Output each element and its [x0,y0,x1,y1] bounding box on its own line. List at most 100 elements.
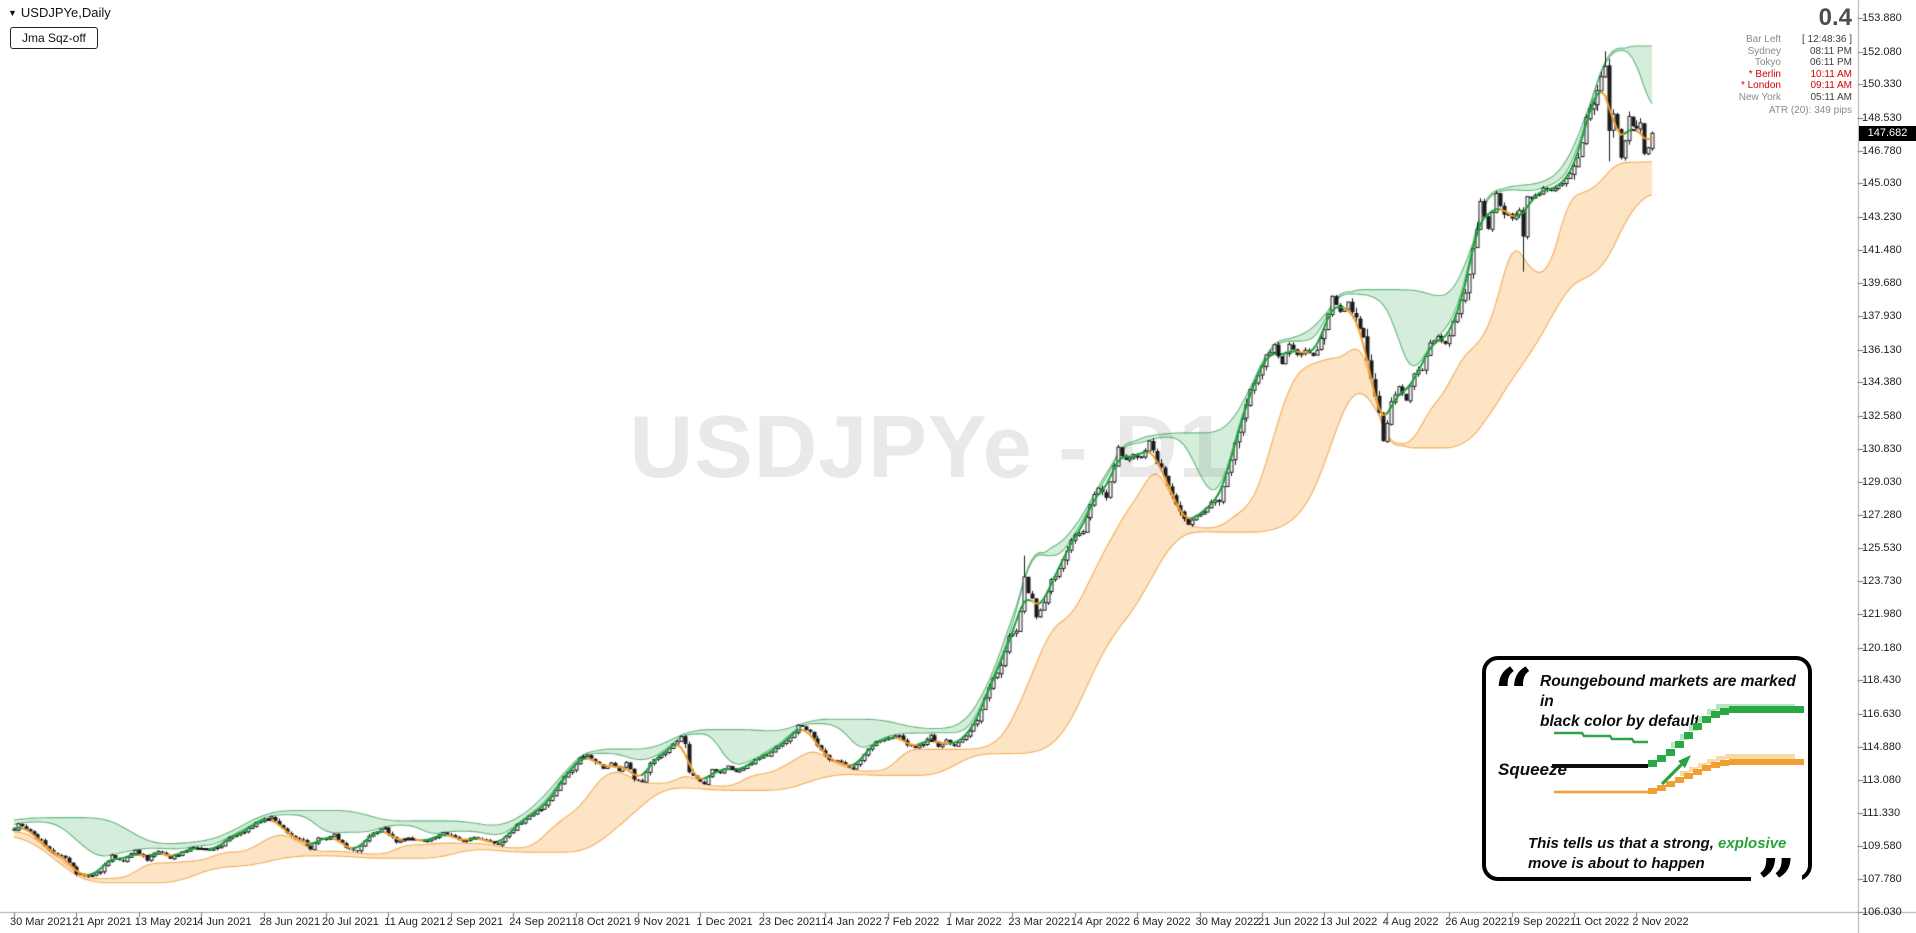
squeeze-label: Squeeze [1498,760,1567,779]
time-axis-label: 21 Jun 2022 [1258,916,1319,928]
time-axis-label: 1 Dec 2021 [696,916,753,928]
symbol-text: USDJPYe,Daily [20,5,111,20]
clock-label: * London [1740,80,1781,91]
upper-band-line [1554,731,1648,744]
info-row: Bar Left [ 12:48:36 ] [1739,34,1852,46]
time-axis-label: 30 Mar 2021 [10,916,72,928]
clock-value: 08:11 PM [1809,45,1852,57]
clock-label: New York [1738,91,1781,103]
price-axis-label: 148.530 [1862,111,1902,124]
price-axis-label: 106.030 [1862,905,1902,918]
time-axis-label: 14 Jan 2022 [821,916,882,928]
clock-value: 10:11 AM [1810,68,1852,80]
clock-label: Tokyo [1754,57,1781,68]
clock-label: * Berlin [1748,68,1781,80]
time-axis-label: 14 Apr 2022 [1070,916,1131,928]
price-axis-label: 116.630 [1862,707,1901,720]
info-row: New York 05:11 AM [1739,92,1852,104]
info-row: * London 09:11 AM [1739,80,1852,92]
price-axis-label: 145.030 [1862,177,1902,190]
time-axis-label: 2 Sep 2021 [446,916,504,928]
price-axis-label: 150.330 [1862,78,1902,91]
price-axis-label: 146.780 [1862,144,1902,157]
time-axis-label: 28 Jun 2021 [259,916,321,928]
callout-top-text: Roungebound markets are marked in black … [1540,672,1798,732]
time-axis-label: 2 Nov 2022 [1632,916,1689,928]
current-price-badge: 147.682 [1859,126,1916,142]
clock-value: 05:11 AM [1810,91,1852,103]
clock-value: 06:11 PM [1809,57,1852,68]
time-axis-label: 21 Apr 2021 [72,916,132,928]
time-axis-label: 13 May 2021 [134,916,199,928]
breakout-staircase-green [1648,706,1804,767]
price-axis-label: 125.530 [1862,541,1902,554]
info-row: Sydney 08:11 PM [1739,46,1852,58]
squeeze-minichart [1552,704,1804,794]
indicator-value: 0.4 [1818,4,1852,31]
time-axis-label: 1 Mar 2022 [946,916,1002,928]
price-axis-label: 137.930 [1862,309,1902,322]
callout-bottom-text: This tells us that a strong, explosive m… [1528,834,1814,875]
time-axis-label: 11 Oct 2022 [1570,916,1630,928]
price-axis-label: 130.830 [1862,442,1902,455]
price-axis-label: 123.730 [1862,575,1902,588]
time-axis-label: 26 Aug 2022 [1445,916,1507,928]
time-axis-label: 11 Aug 2021 [384,916,446,928]
price-axis-label: 111.330 [1862,806,1901,819]
callout-bottom-post: move is about to happen [1528,855,1705,873]
price-axis-label: 141.480 [1862,243,1902,256]
info-row: Tokyo 06:11 PM [1739,57,1852,69]
price-axis-label: 153.880 [1862,12,1902,24]
atr-label: ATR (20): 349 pips [1768,105,1852,116]
clock-label: Sydney [1747,45,1781,57]
clock-label: Bar Left [1745,34,1781,45]
jma-sqz-button[interactable]: Jma Sqz-off [10,27,98,49]
price-axis-label: 107.780 [1862,873,1902,886]
price-axis-label: 120.180 [1862,641,1902,654]
time-axis-label: 23 Mar 2022 [1008,916,1071,928]
price-axis-label: 132.580 [1862,409,1902,422]
breakout-staircase-orange [1648,759,1804,794]
price-axis-label: 121.980 [1862,607,1902,620]
dropdown-arrow-icon: ▼ [8,8,17,18]
callout-bottom-pre: This tells us that a strong, [1528,835,1719,852]
price-axis-label: 139.680 [1862,277,1902,290]
time-axis-label: 13 Jul 2022 [1320,916,1378,928]
price-axis-label: 114.880 [1862,740,1901,753]
clock-value: 09:11 AM [1810,80,1852,91]
time-axis-label: 23 Dec 2021 [758,916,822,928]
time-axis-label: 19 Sep 2022 [1507,916,1570,928]
time-axis-label: 18 Oct 2021 [571,916,632,928]
callout-top-line1: Roungebound markets are marked in [1540,673,1796,711]
breakout-arrow-icon [1660,755,1691,786]
price-axis-label: 152.080 [1862,45,1902,58]
symbol-label: ▼ USDJPYe,Daily [8,5,111,20]
market-clock-rows: Bar Left [ 12:48:36 ] Sydney 08:11 PM Tokyo 0… [1739,34,1852,103]
open-quote-icon: “ [1494,660,1534,706]
callout-bottom-highlight: explosive [1718,835,1787,852]
time-axis-label: 30 May 2022 [1195,916,1260,928]
price-axis-label: 118.430 [1862,674,1901,687]
price-axis-label: 134.380 [1862,376,1902,389]
price-axis-label: 109.580 [1862,839,1902,852]
annotation-callout: “ ” Roungebound markets are marked in bl… [1482,656,1814,901]
time-axis-label: 4 Jun 2021 [197,916,252,928]
time-axis-label: 7 Feb 2022 [883,916,940,928]
time-axis-label: 6 May 2022 [1133,916,1191,928]
price-axis-label: 129.030 [1862,476,1902,489]
price-axis-label: 143.230 [1862,210,1902,223]
price-axis-label: 113.080 [1862,774,1901,787]
market-info-panel: 0.4 Bar Left[ 12:48:36 ] Sydney 08:11 PM To… [1739,4,1852,117]
clock-value: [ 12:48:36 ] [1801,34,1852,45]
price-axis-label: 136.130 [1862,343,1902,356]
time-axis-label: 9 Nov 2021 [634,916,691,928]
callout-top-line2: black color by default [1540,713,1700,731]
info-row: * Berlin 10:11 AM [1739,69,1852,81]
time-axis-label: 20 Jul 2021 [322,916,379,928]
time-axis-label: 4 Aug 2022 [1382,916,1439,928]
time-axis-label: 24 Sep 2021 [509,916,572,928]
close-quote-icon: ” [1750,851,1802,901]
